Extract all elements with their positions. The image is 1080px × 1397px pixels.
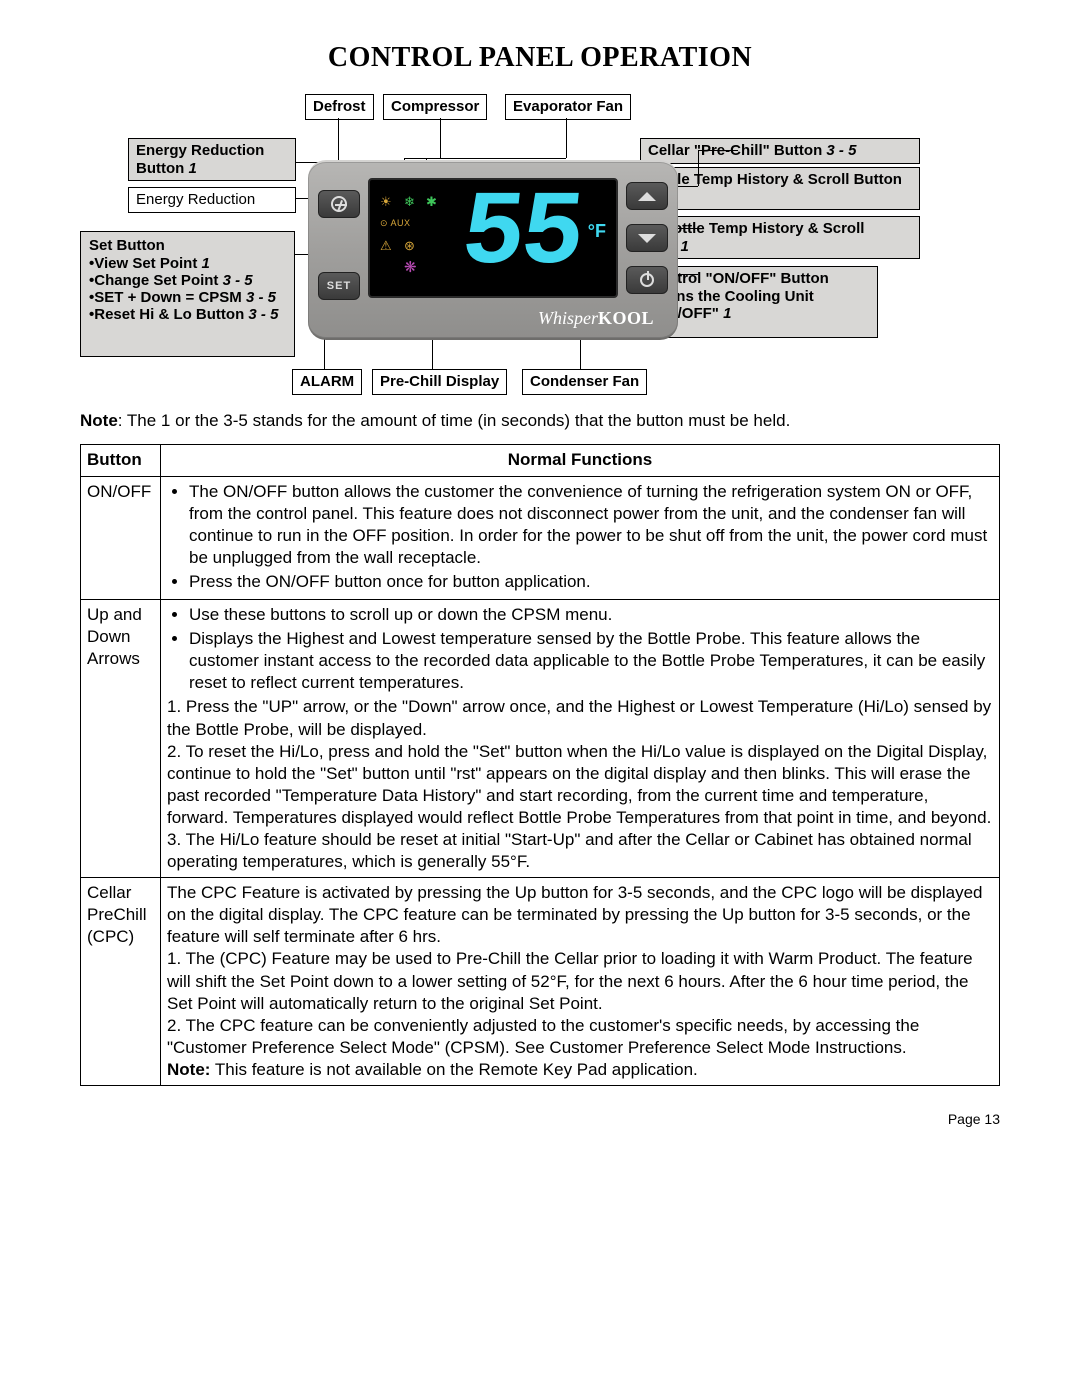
table-row: ON/OFFThe ON/OFF button allows the custo…: [81, 476, 1000, 599]
condenser-fan-icon: ❋: [404, 258, 417, 278]
energy-reduction-button[interactable]: [318, 190, 360, 218]
power-icon: [640, 273, 654, 287]
brand-label: WhisperKOOL: [538, 307, 654, 330]
th-button: Button: [81, 445, 161, 476]
down-arrow-button[interactable]: [626, 224, 668, 252]
hold-time-note: Note: The 1 or the 3-5 stands for the am…: [80, 410, 1000, 432]
table-row: Up and Down ArrowsUse these buttons to s…: [81, 600, 1000, 878]
label-alarm: ALARM: [292, 369, 362, 394]
th-functions: Normal Functions: [161, 445, 1000, 476]
label-defrost: Defrost: [305, 94, 374, 119]
up-arrow-button[interactable]: [626, 182, 668, 210]
set-button[interactable]: SET: [318, 272, 360, 300]
label-set-button: Set Button •View Set Point 1 •Change Set…: [80, 231, 295, 357]
defrost-icon: ☀: [380, 194, 392, 211]
power-button[interactable]: [626, 266, 668, 294]
chevron-down-icon: [638, 234, 656, 243]
compressor-icon: ❄: [404, 194, 415, 211]
label-evaporator-fan: Evaporator Fan: [505, 94, 631, 119]
control-panel-diagram: Defrost Compressor Evaporator Fan Energy…: [80, 94, 1000, 404]
aux-icon: ⊙ AUX: [380, 218, 411, 230]
cell-button-name: ON/OFF: [81, 476, 161, 599]
chevron-up-icon: [638, 192, 656, 201]
control-panel-device: SET ☀ ❄ ✱ ⊙ AUX ⚠ ⊛ ❋ 55 °F WhisperKOOL: [308, 160, 678, 340]
function-table: Button Normal Functions ON/OFFThe ON/OFF…: [80, 444, 1000, 1086]
lcd-screen: ☀ ❄ ✱ ⊙ AUX ⚠ ⊛ ❋ 55 °F: [368, 178, 618, 298]
alarm-icon: ⚠: [380, 238, 392, 255]
energy-icon: [331, 196, 347, 212]
page-number: Page 13: [80, 1110, 1000, 1128]
table-row: Cellar PreChill (CPC)The CPC Feature is …: [81, 878, 1000, 1086]
temperature-unit: °F: [588, 220, 606, 243]
label-cellar-prechill-button: Cellar "Pre-Chill" Button 3 - 5: [640, 138, 920, 163]
label-energy-reduction-button: Energy Reduction Button 1: [128, 138, 296, 181]
cell-button-name: Up and Down Arrows: [81, 600, 161, 878]
temperature-value: 55: [456, 180, 586, 290]
evap-fan-icon: ✱: [426, 194, 437, 211]
page-title: CONTROL PANEL OPERATION: [80, 40, 1000, 76]
label-compressor: Compressor: [383, 94, 487, 119]
label-prechill-display: Pre-Chill Display: [372, 369, 507, 394]
cell-function-desc: The CPC Feature is activated by pressing…: [161, 878, 1000, 1086]
cell-button-name: Cellar PreChill (CPC): [81, 878, 161, 1086]
prechill-icon: ⊛: [404, 238, 415, 255]
label-condenser-fan: Condenser Fan: [522, 369, 647, 394]
label-energy-reduction: Energy Reduction: [128, 187, 296, 212]
cell-function-desc: The ON/OFF button allows the customer th…: [161, 476, 1000, 599]
cell-function-desc: Use these buttons to scroll up or down t…: [161, 600, 1000, 878]
